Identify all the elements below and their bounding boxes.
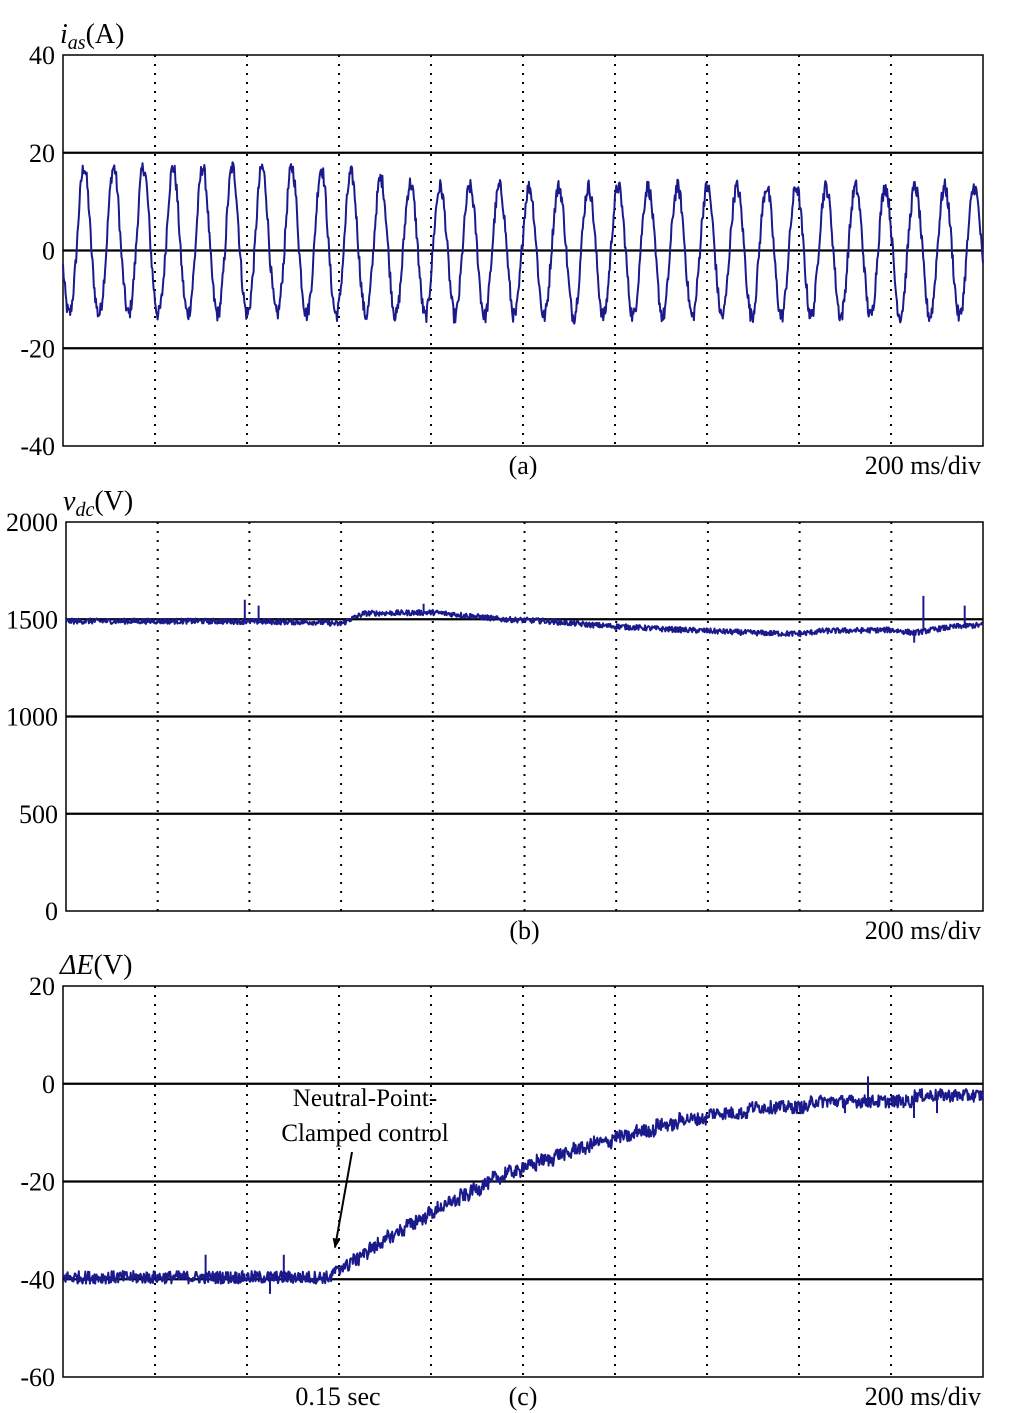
panel-b-y-tick-0: 2000	[6, 508, 58, 537]
panel-b-frame	[65, 521, 984, 912]
panel-c-y-tick-3: -40	[20, 1265, 55, 1294]
panel-a-vertical-grid	[154, 55, 892, 446]
panel-b-y-tick-2: 1000	[6, 703, 58, 732]
panel-c-timebase: 200 ms/div	[865, 1382, 981, 1411]
panel-b-y-tick-1: 1500	[6, 605, 58, 634]
panel-c-delta-e-trace	[62, 1076, 984, 1294]
panel-b-y-ticks: 2000 1500 1000 500 0	[6, 508, 58, 926]
panel-b-label: (b)	[509, 916, 539, 945]
panel-b-y-label: vdc(V)	[63, 486, 133, 521]
panel-b-chart: 2000 1500 1000 500 0 vdc(V) (b) 200 ms/div	[6, 486, 984, 945]
panel-b-vertical-grid	[156, 522, 893, 911]
panel-c-label: (c)	[509, 1382, 538, 1411]
panel-c-y-ticks: 20 0 -20 -40 -60	[20, 972, 55, 1392]
panel-c-frame	[62, 985, 984, 1378]
annotation-arrow	[332, 1151, 353, 1249]
panel-c-y-tick-2: -20	[20, 1168, 55, 1197]
panel-c-y-tick-1: 0	[42, 1070, 55, 1099]
panel-a-label: (a)	[509, 451, 538, 480]
panel-a-y-tick-4: -40	[20, 432, 55, 461]
time-marker-label: 0.15 sec	[295, 1382, 380, 1411]
panel-b-timebase: 200 ms/div	[865, 916, 981, 945]
panel-c-chart: 20 0 -20 -40 -60 ΔE(V) Neutral-Point- Clampe…	[20, 950, 984, 1411]
panel-a-y-tick-3: -20	[20, 334, 55, 363]
panel-c-vertical-grid	[154, 986, 892, 1377]
panel-a-y-label: ias(A)	[60, 19, 124, 54]
panel-a-chart: 40 20 0 -20 -40 ias(A) (a) 200 ms/div	[20, 19, 984, 480]
panel-b-y-tick-3: 500	[19, 800, 58, 829]
annotation-line-1: Neutral-Point-	[293, 1085, 437, 1112]
panel-b-dc-voltage-trace	[65, 595, 984, 643]
panel-a-y-ticks: 40 20 0 -20 -40	[20, 41, 55, 461]
panel-a-y-tick-0: 40	[29, 41, 55, 70]
panel-c-y-tick-0: 20	[29, 972, 55, 1001]
panel-c-y-label: ΔE(V)	[59, 950, 132, 981]
panel-c-y-tick-4: -60	[20, 1363, 55, 1392]
annotation-line-2: Clamped control	[281, 1120, 448, 1147]
panel-a-y-tick-2: 0	[42, 237, 55, 266]
panel-b-y-tick-4: 0	[45, 897, 58, 926]
panel-a-timebase: 200 ms/div	[865, 451, 981, 480]
panel-a-current-trace	[62, 161, 984, 325]
panel-a-y-tick-1: 20	[29, 139, 55, 168]
